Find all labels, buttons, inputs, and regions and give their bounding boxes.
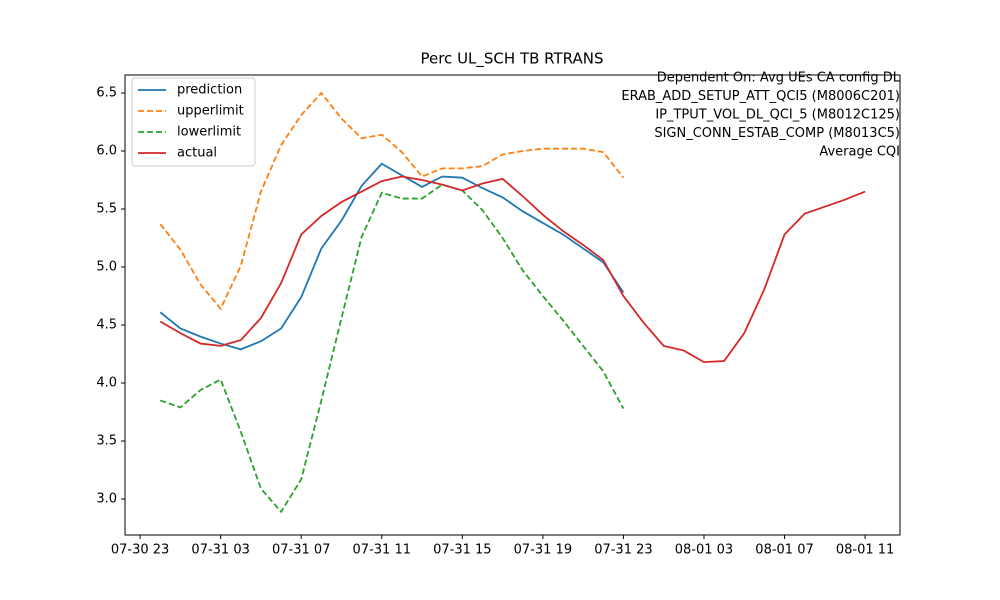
y-tick-label: 5.0	[96, 260, 117, 275]
y-tick-label: 4.0	[96, 376, 117, 391]
x-tick-label: 07-31 07	[272, 543, 330, 558]
y-tick-label: 6.5	[96, 85, 117, 100]
x-tick-label: 07-31 03	[191, 543, 249, 558]
y-tick-label: 4.5	[96, 318, 117, 333]
series-line	[159, 175, 866, 364]
y-tick-label: 5.5	[96, 201, 117, 216]
x-tick-label: 08-01 03	[675, 543, 733, 558]
x-tick-label: 07-31 11	[353, 543, 411, 558]
annotation: IP_TPUT_VOL_DL_QCI_5 (M8012C125)	[655, 108, 900, 123]
x-tick-label: 07-30 23	[111, 543, 169, 558]
legend-label: actual	[177, 146, 217, 161]
annotation: Average CQI	[819, 145, 900, 160]
legend-label: lowerlimit	[177, 125, 241, 140]
y-tick-label: 3.5	[96, 434, 117, 449]
series-line	[159, 91, 625, 311]
plot-frame	[124, 74, 901, 536]
x-tick-label: 08-01 11	[836, 543, 894, 558]
chart-title: Perc UL_SCH TB RTRANS	[420, 50, 603, 69]
annotation: ERAB_ADD_SETUP_ATT_QCI5 (M8006C201)	[621, 89, 900, 104]
x-tick-label: 07-31 19	[514, 543, 572, 558]
annotation: SIGN_CONN_ESTAB_COMP (M8013C5)	[654, 126, 900, 141]
x-tick-label: 08-01 07	[755, 543, 813, 558]
legend-label: prediction	[177, 83, 242, 98]
x-tick-label: 07-31 23	[594, 543, 652, 558]
annotation: Dependent On: Avg UEs CA config DL	[657, 71, 901, 86]
legend-label: upperlimit	[177, 104, 244, 119]
y-tick-label: 6.0	[96, 143, 117, 158]
x-tick-label: 07-31 15	[433, 543, 491, 558]
legend-box	[131, 77, 256, 167]
series-line	[159, 183, 625, 514]
y-tick-label: 3.0	[96, 492, 117, 507]
series-line	[159, 162, 625, 351]
